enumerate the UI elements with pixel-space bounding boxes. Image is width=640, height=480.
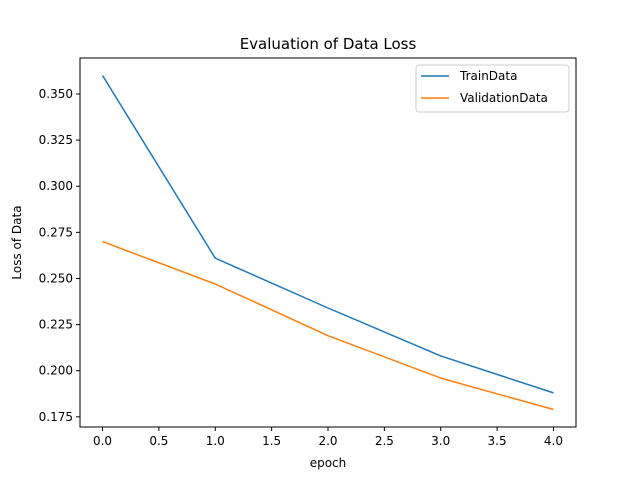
y-axis: 0.175 0.200 0.225 0.250 0.275 0.300 0.325 0.350 <box>39 87 80 424</box>
y-tick-label: 0.225 <box>39 318 73 332</box>
y-tick-label: 0.250 <box>39 271 73 285</box>
x-axis: 0.0 0.5 1.0 1.5 2.0 2.5 3.0 3.5 4.0 <box>93 427 563 448</box>
legend-entry: ValidationData <box>460 91 548 105</box>
y-tick-label: 0.325 <box>39 133 73 147</box>
x-tick-label: 0.5 <box>149 434 168 448</box>
y-tick-label: 0.300 <box>39 179 73 193</box>
x-tick-label: 4.0 <box>544 434 563 448</box>
series-lines <box>101 75 554 411</box>
x-tick-label: 1.5 <box>262 434 281 448</box>
legend-entry: TrainData <box>459 69 517 83</box>
chart-title: Evaluation of Data Loss <box>240 35 417 53</box>
plot-area <box>79 57 577 428</box>
x-tick-label: 3.0 <box>431 434 450 448</box>
y-axis-label: Loss of Data <box>10 205 24 279</box>
x-tick-label: 0.0 <box>93 434 112 448</box>
series-line-validationdata <box>102 240 554 411</box>
series-line-traindata <box>101 75 554 394</box>
x-tick-label: 3.5 <box>488 434 507 448</box>
x-tick-label: 2.0 <box>318 434 337 448</box>
x-tick-label: 2.5 <box>375 434 394 448</box>
x-axis-label: epoch <box>310 456 347 470</box>
y-tick-label: 0.200 <box>39 364 73 378</box>
y-tick-label: 0.275 <box>39 225 73 239</box>
x-tick-label: 1.0 <box>206 434 225 448</box>
y-tick-label: 0.175 <box>39 410 73 424</box>
y-tick-label: 0.350 <box>39 87 73 101</box>
legend-box <box>415 64 570 113</box>
legend: TrainData ValidationData <box>415 64 570 113</box>
